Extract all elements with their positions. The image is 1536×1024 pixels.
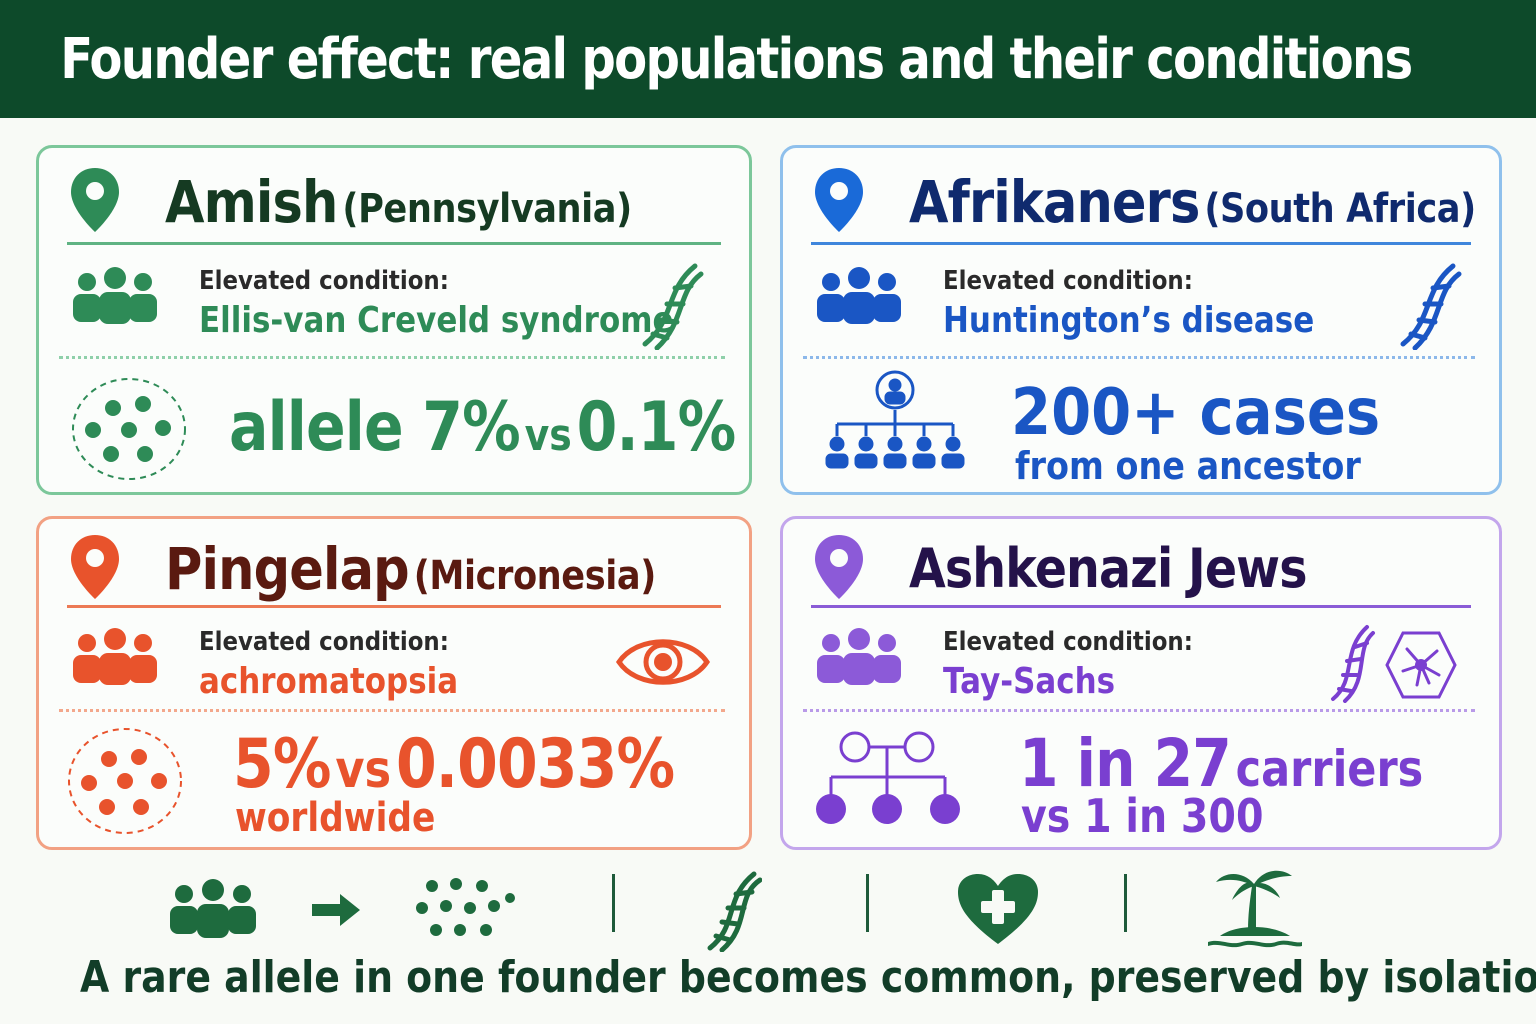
allele-dots-icon [72, 378, 186, 480]
location-pin-icon [815, 535, 863, 599]
stat-main: 1 in 27 [1019, 725, 1232, 802]
dna-icon [642, 263, 704, 350]
condition-name: Ellis-van Creveld syndrome [199, 300, 674, 341]
card-ashkenazi: Ashkenazi Jews Elevated condition: Tay-S… [780, 516, 1502, 850]
population-region: (Micronesia) [413, 553, 657, 599]
arrow-right-icon [312, 894, 360, 926]
population-name: Amish [165, 168, 338, 236]
condition-name: Huntington’s disease [943, 300, 1315, 341]
header-bar: Founder effect: real populations and the… [0, 0, 1536, 118]
cases-stat: 200+ cases [1011, 376, 1381, 450]
elevated-condition-label: Elevated condition: [943, 627, 1193, 657]
eye-icon [615, 639, 711, 685]
family-tree-icon [825, 370, 965, 469]
prevalence-stat: 5% vs 0.0033% [233, 725, 675, 804]
dna-icon [1331, 625, 1375, 703]
title-divider [67, 605, 721, 608]
condition-name: achromatopsia [199, 661, 459, 702]
location-pin-icon [815, 168, 863, 232]
population-name: Afrikaners [909, 168, 1200, 236]
title-divider [67, 242, 721, 245]
stat-vs: vs [335, 740, 392, 800]
card-afrikaners: Afrikaners (South Africa) Elevated condi… [780, 145, 1502, 495]
people-icon [170, 879, 256, 938]
card-amish: Amish (Pennsylvania) Elevated condition:… [36, 145, 752, 495]
elevated-condition-label: Elevated condition: [943, 266, 1193, 296]
population-name: Ashkenazi Jews [909, 537, 1308, 600]
footer-caption: A rare allele in one founder becomes com… [80, 952, 1536, 1003]
population-region: (Pennsylvania) [342, 186, 632, 232]
allele-frequency-stat: allele 7% vs 0.1% [229, 388, 737, 467]
dna-icon [707, 871, 762, 952]
title-divider [811, 605, 1471, 608]
population-region: (South Africa) [1204, 186, 1476, 232]
card-title: Pingelap (Micronesia) [165, 535, 656, 603]
card-title: Afrikaners (South Africa) [909, 168, 1476, 236]
neuron-icon [1385, 631, 1457, 699]
footer-separator [1124, 874, 1127, 932]
heart-plus-icon [958, 874, 1038, 944]
stat-vs: vs [524, 410, 572, 461]
footer-separator [612, 874, 615, 932]
people-icon [817, 267, 901, 324]
location-pin-icon [71, 168, 119, 232]
allele-dots-icon [68, 728, 182, 834]
people-icon [73, 267, 157, 324]
elevated-condition-label: Elevated condition: [199, 266, 449, 296]
stat-main: allele 7% [229, 388, 521, 467]
section-divider [59, 356, 725, 359]
people-icon [817, 628, 901, 685]
cases-stat-subtitle: from one ancestor [1015, 444, 1361, 488]
carrier-stat-subtitle: vs 1 in 300 [1021, 789, 1264, 843]
section-divider [803, 709, 1475, 712]
title-divider [811, 242, 1471, 245]
stat-main: 5% [233, 725, 331, 804]
condition-name: Tay-Sachs [943, 661, 1116, 702]
location-pin-icon [71, 535, 119, 599]
dna-icon [1400, 263, 1462, 350]
allele-dots-icon [416, 878, 515, 936]
population-name: Pingelap [165, 535, 410, 603]
pedigree-icon [816, 731, 960, 824]
island-palm-icon [1208, 870, 1302, 948]
carrier-stat: 1 in 27 carriers [1019, 725, 1423, 802]
card-title: Ashkenazi Jews [909, 537, 1308, 600]
section-divider [59, 709, 725, 712]
stat-compare: 0.1% [576, 388, 737, 467]
page-title: Founder effect: real populations and the… [60, 26, 1413, 92]
people-icon [73, 628, 157, 685]
section-divider [803, 356, 1475, 359]
stat-compare: 0.0033% [395, 725, 675, 804]
elevated-condition-label: Elevated condition: [199, 627, 449, 657]
footer-separator [866, 874, 869, 932]
stat-suffix: carriers [1235, 740, 1424, 798]
card-title: Amish (Pennsylvania) [165, 168, 632, 236]
card-pingelap: Pingelap (Micronesia) Elevated condition… [36, 516, 752, 850]
prevalence-stat-subtitle: worldwide [235, 795, 436, 841]
